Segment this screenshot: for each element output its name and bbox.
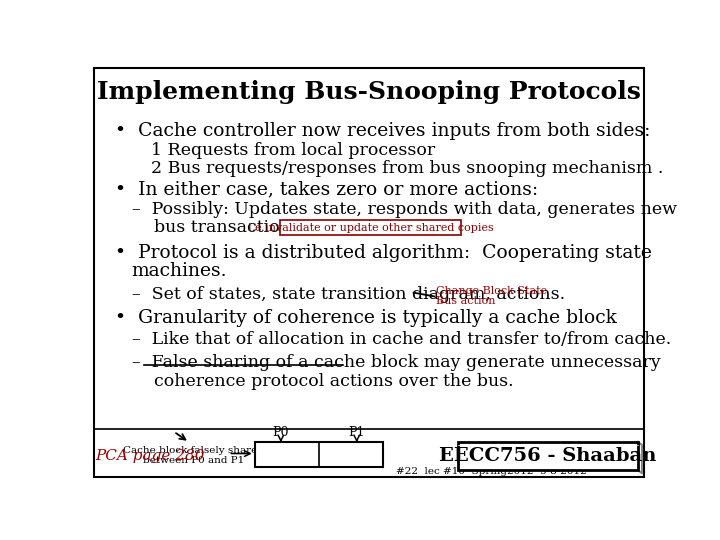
Text: •  Granularity of coherence is typically a cache block: • Granularity of coherence is typically …	[115, 309, 617, 327]
Text: –  Set of states, state transition diagram, actions.: – Set of states, state transition diagra…	[132, 286, 565, 303]
Text: Change Block State: Change Block State	[436, 286, 547, 296]
Bar	[255, 442, 383, 467]
Text: #22  lec #10  Spring2012  5-8-2012: #22 lec #10 Spring2012 5-8-2012	[397, 468, 587, 476]
Text: Y: Y	[364, 449, 374, 463]
Text: X: X	[260, 449, 271, 463]
Text: PCA page 280: PCA page 280	[96, 449, 205, 463]
Text: –  Possibly: Updates state, responds with data, generates new: – Possibly: Updates state, responds with…	[132, 201, 677, 218]
Text: coherence protocol actions over the bus.: coherence protocol actions over the bus.	[132, 373, 513, 390]
Text: 1 Requests from local processor: 1 Requests from local processor	[151, 143, 436, 159]
Text: •  Cache controller now receives inputs from both sides:: • Cache controller now receives inputs f…	[115, 123, 650, 140]
Text: bus transactions.: bus transactions.	[132, 219, 305, 237]
Text: –  Like that of allocation in cache and transfer to/from cache.: – Like that of allocation in cache and t…	[132, 330, 671, 348]
Text: •  In either case, takes zero or more actions:: • In either case, takes zero or more act…	[115, 180, 539, 199]
Text: EECC756 - Shaaban: EECC756 - Shaaban	[439, 448, 657, 465]
Text: Bus action: Bus action	[436, 296, 495, 306]
Bar	[459, 442, 638, 470]
Text: –  False sharing of a cache block may generate unnecessary: – False sharing of a cache block may gen…	[132, 354, 661, 370]
Text: P0: P0	[273, 426, 289, 439]
Text: i.e invalidate or update other shared copies: i.e invalidate or update other shared co…	[248, 223, 493, 233]
Text: •  Protocol is a distributed algorithm:  Cooperating state: • Protocol is a distributed algorithm: C…	[115, 244, 652, 262]
Text: P1: P1	[348, 426, 365, 439]
Text: Cache block falsely shared
between P0 and P1: Cache block falsely shared between P0 an…	[123, 446, 264, 465]
Text: Implementing Bus-Snooping Protocols: Implementing Bus-Snooping Protocols	[97, 80, 641, 104]
Bar	[280, 220, 461, 235]
Text: 2 Bus requests/responses from bus snooping mechanism .: 2 Bus requests/responses from bus snoopi…	[151, 160, 664, 177]
Text: machines.: machines.	[132, 262, 228, 280]
